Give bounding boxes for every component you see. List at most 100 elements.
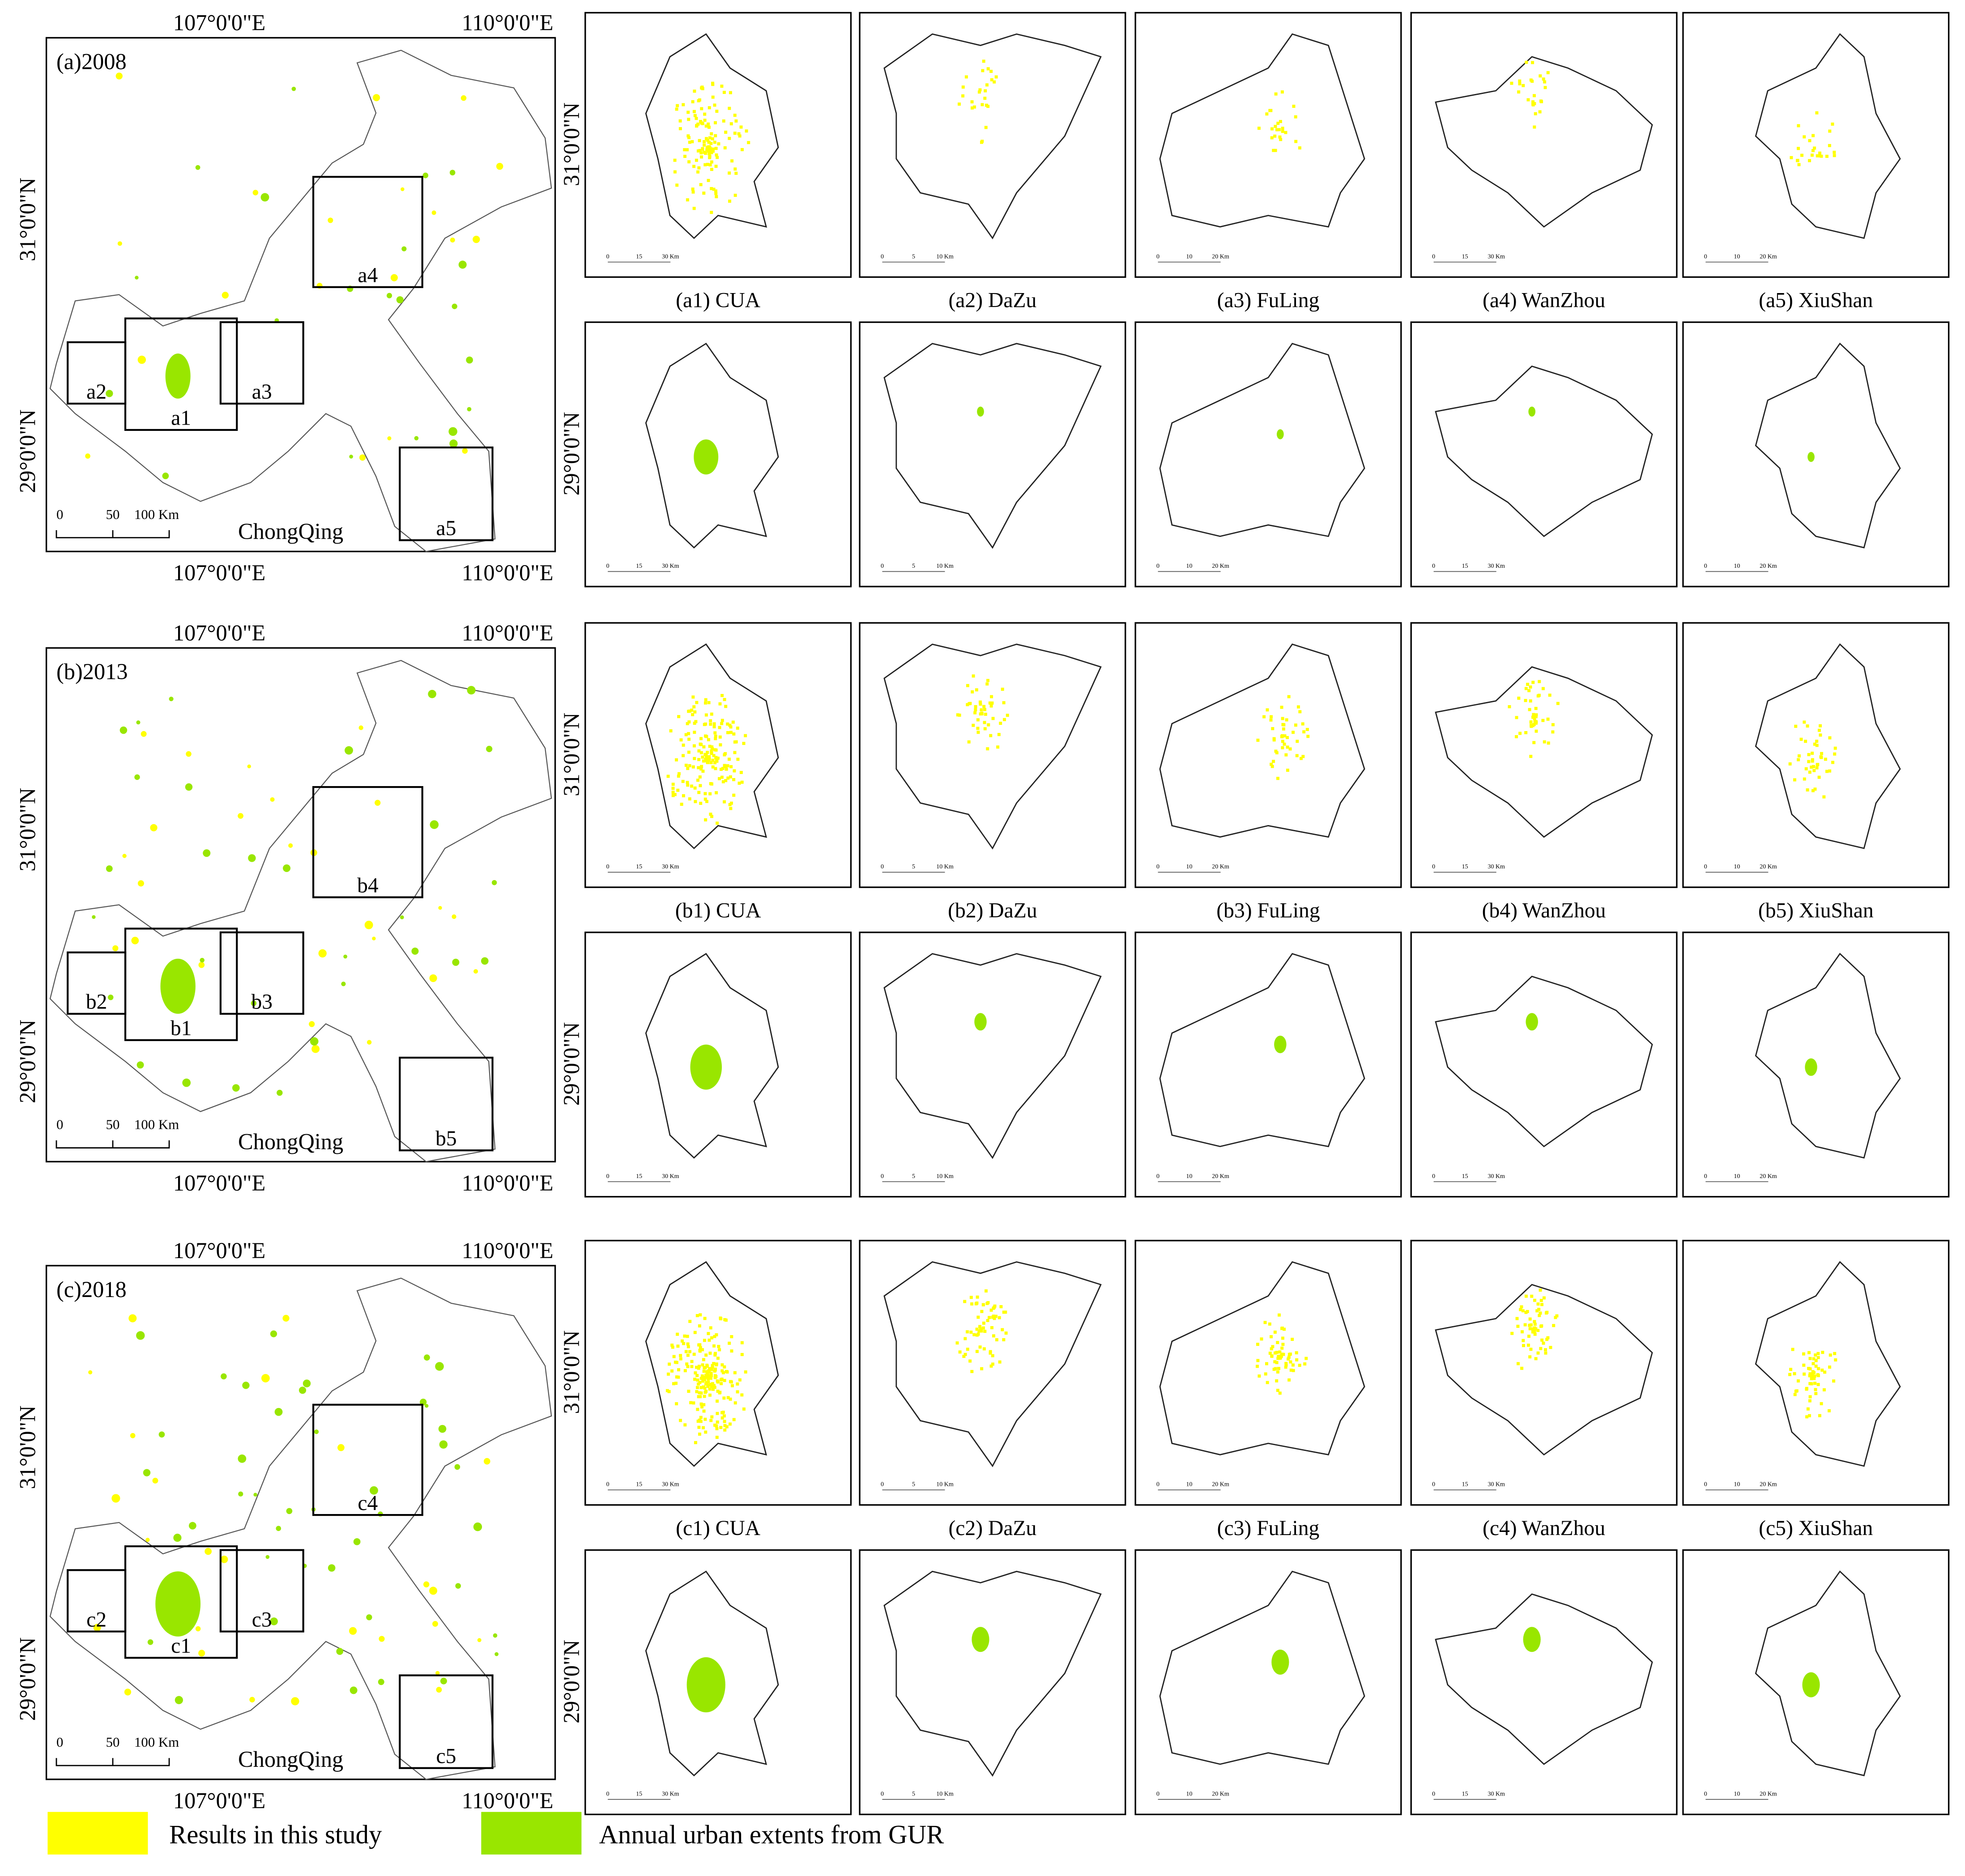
urban-pixel: [969, 1331, 973, 1334]
urban-pixel: [986, 679, 990, 682]
zoom-box: [67, 341, 127, 405]
inset-scale-label: 0: [1156, 563, 1159, 570]
urban-pixel: [710, 187, 713, 190]
urban-patch: [261, 1374, 270, 1383]
district-outline: [883, 33, 1102, 240]
urban-pixel: [740, 1393, 744, 1397]
urban-pixel: [1257, 1374, 1261, 1378]
urban-pixel: [1286, 736, 1289, 739]
inset-scale-label: 0: [1704, 864, 1707, 870]
urban-pixel: [728, 723, 732, 727]
urban-pixel: [1257, 127, 1261, 130]
urban-pixel: [668, 1362, 671, 1366]
inset-scale-label: 10 Km: [936, 1481, 954, 1488]
urban-pixel: [713, 1335, 716, 1338]
urban-pixel: [1280, 90, 1284, 94]
urban-pixel: [721, 780, 725, 783]
urban-pixel: [699, 784, 702, 787]
urban-pixel: [1273, 1360, 1277, 1364]
urban-patch: [124, 1689, 132, 1696]
urban-pixel: [671, 794, 675, 797]
urban-pixel: [1270, 765, 1274, 768]
urban-pixel: [1818, 154, 1821, 157]
urban-pixel: [697, 749, 701, 753]
urban-pixel: [1295, 1351, 1298, 1355]
urban-pixel: [690, 1365, 694, 1368]
lon-label: 110°0'0"E: [462, 10, 554, 35]
urban-pixel: [1833, 154, 1836, 157]
urban-pixel: [699, 1377, 703, 1380]
urban-pixel: [1274, 92, 1278, 96]
urban-pixel: [704, 1374, 708, 1377]
urban-pixel: [708, 125, 711, 129]
urban-pixel: [704, 753, 708, 757]
urban-pixel: [691, 765, 695, 769]
inset-caption: (a1) CUA: [676, 289, 761, 312]
urban-pixel: [711, 1387, 715, 1391]
urban-patch: [367, 1040, 372, 1045]
urban-patch: [310, 1037, 319, 1046]
urban-pixel: [1540, 100, 1543, 103]
urban-pixel: [695, 124, 699, 128]
inset-frame: [584, 1240, 852, 1506]
urban-pixel: [980, 1310, 984, 1313]
inset-frame: [1682, 1240, 1950, 1506]
urban-pixel: [1533, 1332, 1537, 1336]
urban-pixel: [729, 807, 733, 810]
urban-pixel: [1530, 1294, 1534, 1298]
urban-patch: [450, 238, 455, 243]
urban-pixel: [699, 1395, 702, 1399]
urban-pixel: [673, 158, 677, 162]
urban-pixel: [1272, 1368, 1276, 1371]
urban-patch: [466, 356, 473, 364]
urban-pixel: [1811, 789, 1815, 792]
urban-pixel: [693, 710, 697, 714]
urban-pixel: [1834, 1358, 1837, 1361]
urban-pixel: [1802, 1352, 1805, 1356]
urban-pixel: [1541, 687, 1545, 690]
district-outline: [1159, 643, 1365, 838]
urban-pixel: [711, 95, 715, 99]
urban-pixel: [704, 1383, 708, 1386]
urban-pixel: [1549, 1346, 1552, 1349]
inset-caption: (a2) DaZu: [948, 289, 1036, 312]
urban-pixel: [677, 772, 681, 775]
urban-pixel: [1301, 722, 1304, 726]
urban-pixel: [669, 729, 673, 733]
urban-pixel: [1543, 740, 1546, 744]
urban-pixel: [1819, 733, 1822, 737]
urban-pixel: [699, 1391, 703, 1395]
legend-label: Annual urban extents from GUR: [599, 1820, 945, 1849]
urban-pixel: [684, 733, 688, 736]
urban-pixel: [723, 800, 726, 804]
inset-frame: [1410, 12, 1678, 278]
urban-pixel: [712, 1362, 716, 1366]
lon-label: 110°0'0"E: [462, 1170, 554, 1195]
urban-pixel: [963, 1300, 967, 1303]
urban-pixel: [704, 124, 708, 128]
urban-pixel: [1822, 795, 1826, 799]
urban-pixel: [1814, 1388, 1817, 1391]
urban-pixel: [693, 1331, 697, 1334]
urban-pixel: [714, 734, 717, 738]
urban-pixel: [691, 190, 695, 194]
inset-frame: [1682, 12, 1950, 278]
urban-patch: [185, 783, 193, 791]
inset-scale-label: 0: [1156, 253, 1159, 260]
inset-scale-label: 0: [606, 1173, 610, 1180]
urban-pixel: [976, 731, 980, 734]
inset-scale-label: 10 Km: [936, 253, 954, 260]
urban-patch: [115, 72, 123, 80]
inset-scale-label: 10: [1186, 253, 1193, 260]
urban-pixel: [1543, 86, 1547, 89]
urban-pixel: [1298, 146, 1301, 150]
urban-pixel: [1270, 762, 1273, 766]
urban-pixel: [1548, 693, 1552, 697]
urban-pixel: [721, 1371, 725, 1374]
inset-scale-label: 5: [912, 1481, 915, 1488]
zoom-box: [219, 321, 304, 405]
urban-pixel: [984, 1289, 988, 1293]
inset-scale-label: 10: [1734, 1791, 1740, 1797]
urban-pixel: [720, 1416, 724, 1420]
legend-label: Results in this study: [169, 1820, 382, 1849]
